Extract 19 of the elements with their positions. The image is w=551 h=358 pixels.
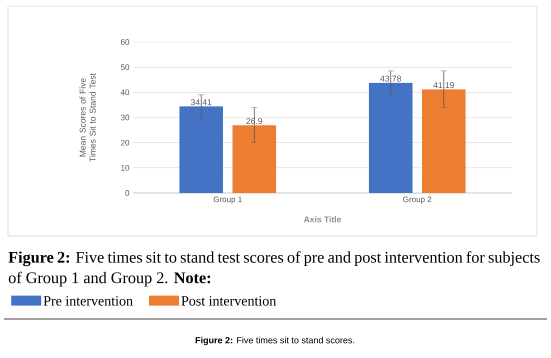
legend-label: Pre intervention [44,296,133,306]
y-tick-label: 40 [120,89,130,96]
y-tick-label: 60 [120,39,130,45]
x-tick-label: Group 1 [214,196,242,204]
text: Figure 2: Five times sit to stand scores. [196,336,354,346]
y-tick-label: 20 [120,140,130,146]
y-tick-label: 10 [121,164,130,171]
bar [422,89,466,193]
bar [232,125,276,193]
y-tick-label: 50 [120,64,130,70]
y-axis-title: Mean Scores of Five Times Sit to Stand Test [79,73,96,162]
x-axis-title: Axis Title [304,216,342,222]
x-tick-label: Group 2 [403,196,432,204]
y-tick-label: 30 [120,114,130,120]
bar [179,106,224,193]
legend-label: Post intervention [181,296,276,306]
text: Figure 2: Five times sit to stand test scores of pre and post intervention for subjects of Group 1 and Group 2. Note: [8,251,540,287]
bar [368,82,413,193]
y-tick-label: 0 [125,190,130,196]
